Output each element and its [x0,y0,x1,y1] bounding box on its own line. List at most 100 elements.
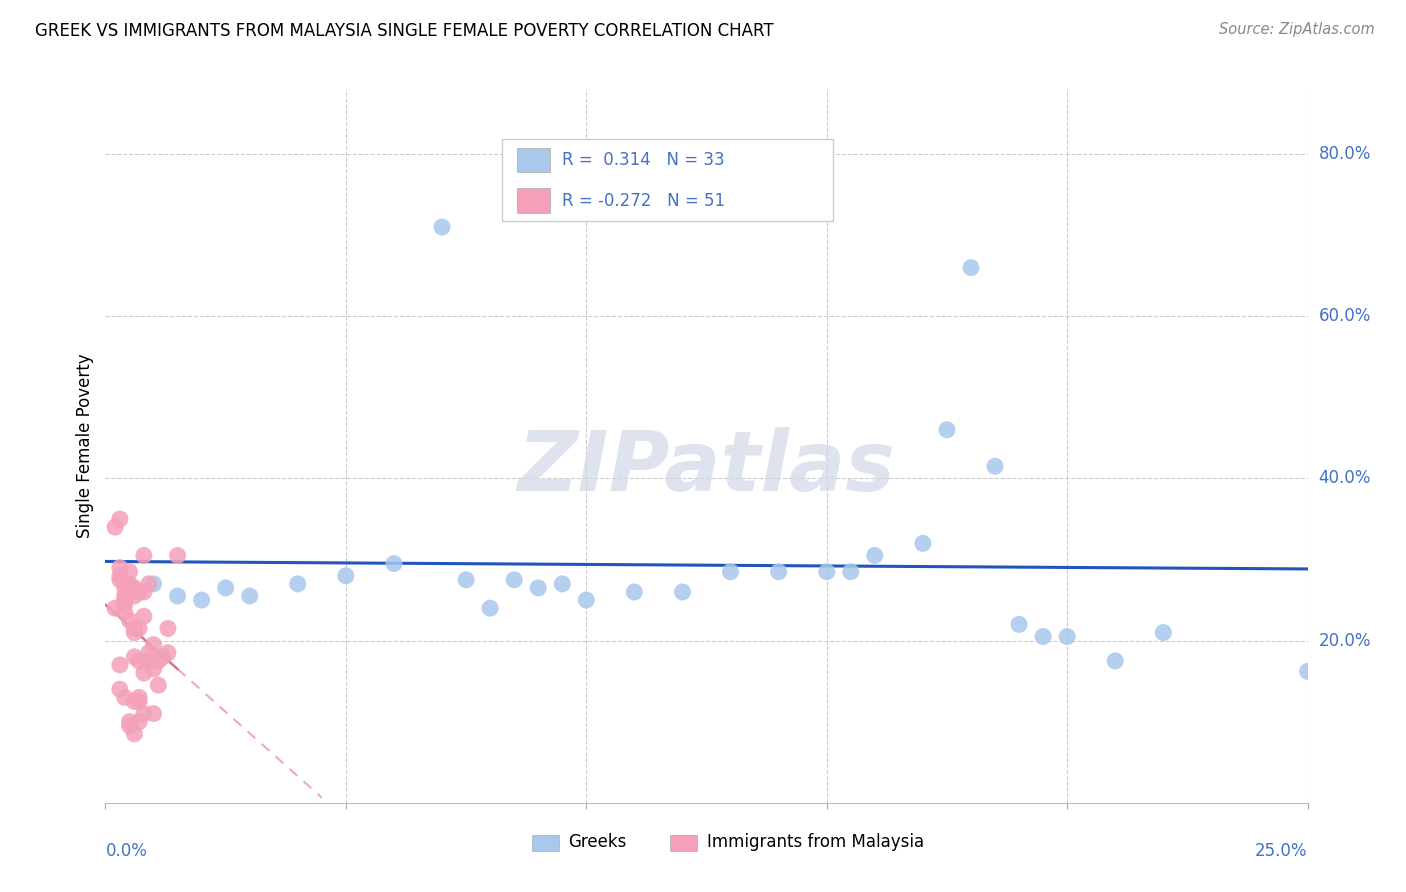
Text: Immigrants from Malaysia: Immigrants from Malaysia [707,833,924,851]
Point [190,593,212,607]
Text: ZIPatlas: ZIPatlas [517,427,896,508]
FancyBboxPatch shape [533,835,558,851]
Point [984,459,1007,474]
Point [148,654,170,668]
Point [118,613,141,627]
Point [623,585,645,599]
Point [1152,625,1174,640]
FancyBboxPatch shape [516,148,550,172]
Point [118,565,141,579]
Point [166,549,188,563]
Point [128,690,150,705]
FancyBboxPatch shape [502,139,832,221]
Point [128,585,150,599]
Point [863,549,886,563]
Point [114,589,136,603]
FancyBboxPatch shape [516,188,550,212]
Y-axis label: Single Female Poverty: Single Female Poverty [76,354,94,538]
Text: R =  0.314   N = 33: R = 0.314 N = 33 [562,151,725,169]
Text: Greeks: Greeks [568,833,627,851]
Point [124,622,146,636]
Point [239,589,262,603]
Point [128,654,150,668]
Point [156,622,179,636]
Point [430,220,453,235]
Point [118,585,141,599]
Text: 25.0%: 25.0% [1256,842,1308,860]
Point [132,666,155,681]
Point [152,649,174,664]
Point [128,714,150,729]
Point [138,577,160,591]
Point [142,706,165,721]
Point [503,573,526,587]
Point [118,581,141,595]
Point [114,581,136,595]
Point [104,520,127,534]
Text: 20.0%: 20.0% [1319,632,1371,649]
Point [132,609,155,624]
Point [454,573,477,587]
Point [479,601,502,615]
Point [1032,630,1054,644]
Point [287,577,309,591]
Point [142,662,165,676]
Point [128,622,150,636]
FancyBboxPatch shape [671,835,697,851]
Point [156,646,179,660]
Point [911,536,934,550]
Point [166,589,188,603]
Point [575,593,598,607]
Point [148,678,170,692]
Point [142,577,165,591]
Point [132,706,155,721]
Point [114,597,136,611]
Point [118,714,141,729]
Point [118,719,141,733]
Text: Source: ZipAtlas.com: Source: ZipAtlas.com [1219,22,1375,37]
Point [142,638,165,652]
Point [839,565,862,579]
Point [960,260,983,275]
Point [527,581,550,595]
Point [138,654,160,668]
Point [118,577,141,591]
Point [128,694,150,708]
Point [214,581,236,595]
Point [815,565,838,579]
Point [671,585,693,599]
Point [138,646,160,660]
Point [108,568,131,582]
Point [124,581,146,595]
Text: 40.0%: 40.0% [1319,469,1371,487]
Point [108,682,131,697]
Point [132,585,155,599]
Point [132,549,155,563]
Point [108,657,131,672]
Point [1104,654,1126,668]
Point [720,565,742,579]
Point [1296,665,1319,679]
Point [114,605,136,619]
Point [114,690,136,705]
Point [104,601,127,615]
Point [1008,617,1031,632]
Point [1056,630,1078,644]
Point [124,625,146,640]
Point [118,585,141,599]
Point [108,560,131,574]
Point [936,423,959,437]
Point [124,589,146,603]
Point [551,577,574,591]
Point [382,557,405,571]
Text: 0.0%: 0.0% [105,842,148,860]
Text: 60.0%: 60.0% [1319,307,1371,326]
Text: R = -0.272   N = 51: R = -0.272 N = 51 [562,192,725,210]
Point [335,568,357,582]
Text: GREEK VS IMMIGRANTS FROM MALAYSIA SINGLE FEMALE POVERTY CORRELATION CHART: GREEK VS IMMIGRANTS FROM MALAYSIA SINGLE… [35,22,773,40]
Text: 80.0%: 80.0% [1319,145,1371,163]
Point [108,512,131,526]
Point [768,565,790,579]
Point [124,727,146,741]
Point [124,649,146,664]
